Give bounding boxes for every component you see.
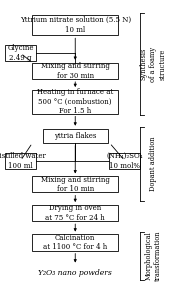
Text: Drying in oven
at 75 °C for 24 h: Drying in oven at 75 °C for 24 h bbox=[45, 204, 105, 222]
Bar bbox=[32, 90, 118, 114]
Bar bbox=[43, 129, 108, 143]
Text: Morphological
transformation: Morphological transformation bbox=[144, 231, 162, 281]
Text: Y₂O₃ nano powders: Y₂O₃ nano powders bbox=[38, 269, 112, 278]
Bar bbox=[5, 45, 36, 61]
Bar bbox=[32, 205, 118, 221]
Bar bbox=[32, 234, 118, 251]
Text: (NH₄)₂SO₄
10 mol%: (NH₄)₂SO₄ 10 mol% bbox=[107, 152, 143, 170]
Text: Heating in furnace at
500 °C (combustion)
For 1.5 h: Heating in furnace at 500 °C (combustion… bbox=[37, 88, 113, 115]
Bar bbox=[32, 176, 118, 193]
Text: Synthesis
of a foamy
structure: Synthesis of a foamy structure bbox=[140, 47, 166, 82]
Text: yttria flakes: yttria flakes bbox=[54, 132, 96, 140]
Bar bbox=[32, 15, 118, 35]
Text: Glycine
2.49 g: Glycine 2.49 g bbox=[7, 44, 34, 62]
Bar bbox=[109, 153, 140, 169]
Text: Calcination
at 1100 °C for 4 h: Calcination at 1100 °C for 4 h bbox=[43, 234, 107, 251]
Text: Mixing and stirring
for 10 min: Mixing and stirring for 10 min bbox=[41, 176, 110, 193]
Text: Mixing and stirring
for 30 min: Mixing and stirring for 30 min bbox=[41, 62, 110, 80]
Text: Dopant addition: Dopant addition bbox=[149, 137, 157, 191]
Bar bbox=[5, 153, 36, 169]
Text: Yttrium nitrate solution (5.5 N)
10 ml: Yttrium nitrate solution (5.5 N) 10 ml bbox=[20, 16, 131, 34]
Text: distilled water
100 ml: distilled water 100 ml bbox=[0, 152, 46, 170]
Bar bbox=[32, 63, 118, 79]
